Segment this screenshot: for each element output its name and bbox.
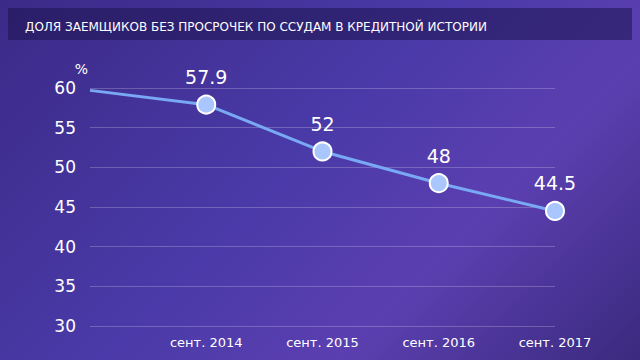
svg-text:30: 30 [54, 316, 76, 336]
svg-text:%: % [75, 61, 88, 77]
svg-text:55: 55 [54, 118, 76, 138]
svg-text:48: 48 [427, 145, 451, 167]
svg-text:35: 35 [54, 276, 76, 296]
svg-text:сент. 2017: сент. 2017 [519, 335, 592, 350]
svg-text:сент. 2016: сент. 2016 [402, 335, 475, 350]
svg-text:60: 60 [54, 78, 76, 98]
svg-text:ДОЛЯ ЗАЕМЩИКОВ БЕЗ ПРОСРОЧЕК П: ДОЛЯ ЗАЕМЩИКОВ БЕЗ ПРОСРОЧЕК ПО ССУДАМ В… [25, 19, 487, 34]
svg-text:45: 45 [54, 197, 76, 217]
svg-text:52: 52 [310, 113, 334, 135]
svg-text:44.5: 44.5 [534, 172, 576, 194]
svg-text:50: 50 [54, 157, 76, 177]
svg-text:40: 40 [54, 237, 76, 257]
svg-text:57.9: 57.9 [185, 66, 227, 88]
svg-text:сент. 2014: сент. 2014 [170, 335, 243, 350]
svg-text:сент. 2015: сент. 2015 [286, 335, 359, 350]
